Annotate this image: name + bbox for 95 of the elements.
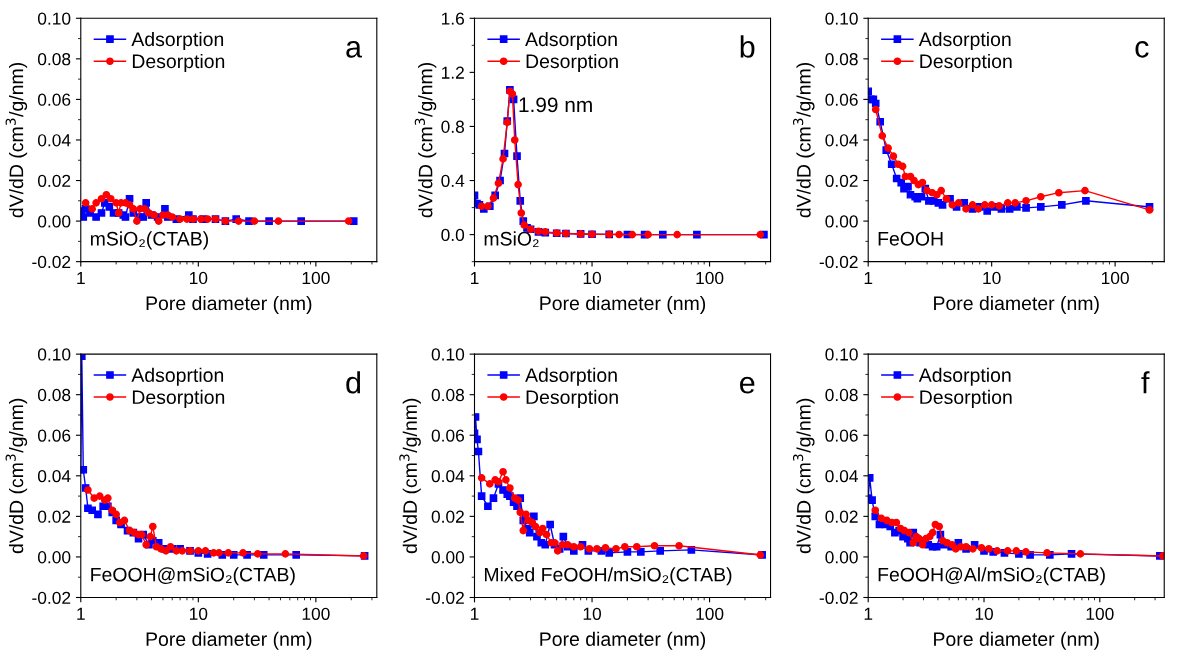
x-axis-title: Pore diameter (nm) (540, 295, 706, 315)
x-tick-label: 1 (864, 272, 873, 284)
x-axis-title: Pore diameter (nm) (146, 295, 312, 315)
y-tick-label: -0.02 (819, 255, 858, 269)
legend-label: Desorption (132, 389, 225, 408)
y-tick-label: 0.04 (431, 469, 465, 483)
y-tick-label: 0.00 (825, 551, 858, 564)
x-tick-label: 1 (471, 272, 479, 284)
x-tick-label: 1 (471, 607, 479, 620)
y-tick-label: 0.02 (825, 174, 858, 187)
y-tick-label: 0.10 (37, 348, 71, 361)
y-tick-label: 0.10 (825, 348, 858, 361)
x-tick-label: 10 (975, 607, 993, 620)
legend-label: Desorption (132, 53, 225, 73)
y-tick-label: 0.02 (825, 510, 858, 523)
annotation: FeOOH (878, 231, 943, 246)
legend-label: Adsorption (525, 31, 617, 51)
x-tick-label: 100 (1086, 607, 1114, 620)
y-tick-label: 0.00 (825, 215, 858, 228)
legend-label: Adsorption (131, 31, 224, 51)
annotation: a (346, 41, 363, 58)
x-tick-label: 1 (864, 607, 873, 620)
annotation: f (1141, 371, 1150, 394)
y-tick-label: -0.02 (32, 591, 71, 604)
x-tick-label: 10 (189, 607, 208, 620)
y-tick-label: 0.06 (431, 429, 465, 442)
y-tick-label: 0.06 (825, 429, 858, 442)
y-axis-title: dV/dD (cm$^{3}$/g/nm) (792, 63, 815, 218)
x-axis-title: Pore diameter (nm) (146, 631, 312, 650)
y-axis-title: dV/dD (cm$^{3}$/g/nm) (5, 63, 28, 218)
annotation: FeOOH@mSiO₂(CTAB) (91, 567, 295, 586)
y-tick-label: 0.0 (441, 228, 465, 242)
y-tick-label: -0.02 (425, 591, 464, 604)
y-tick-label: 0.08 (37, 53, 71, 66)
y-tick-label: 0.04 (825, 469, 858, 483)
y-tick-label: 0.10 (37, 12, 71, 25)
y-tick-label: 0.08 (37, 388, 71, 402)
y-tick-label: 0.02 (431, 510, 464, 523)
x-tick-label: 100 (696, 271, 724, 285)
legend-label: Desorption (526, 53, 618, 73)
y-tick-label: 0.04 (37, 469, 71, 483)
annotation: e (740, 376, 755, 394)
y-axis-title: dV/dD (cm$^{3}$/g/nm) (792, 398, 815, 554)
y-tick-label: 1.2 (441, 66, 464, 79)
x-tick-label: 1 (77, 607, 85, 620)
y-tick-label: 0.10 (431, 348, 465, 361)
legend-label: Desorption (920, 389, 1012, 408)
x-tick-label: 100 (302, 271, 330, 285)
y-tick-label: 0.02 (37, 174, 71, 187)
x-tick-label: 10 (189, 271, 208, 285)
y-axis-title: dV/dD (cm$^{3}$/g/nm) (399, 398, 421, 554)
legend-label: Adsorption (918, 367, 1011, 386)
y-tick-label: 0.04 (37, 134, 71, 147)
y-tick-label: 0.00 (37, 551, 71, 564)
x-tick-label: 10 (583, 271, 602, 285)
y-tick-label: 0.00 (431, 551, 465, 564)
annotation: 1.99 nm (519, 97, 592, 113)
y-tick-label: 0.08 (431, 388, 465, 402)
x-tick-label: 100 (696, 607, 724, 620)
y-tick-label: 0.00 (37, 215, 71, 228)
annotation: mSiO₂(CTAB) (90, 231, 208, 250)
y-axis-title: dV/dD (cm$^{3}$/g/nm) (5, 398, 28, 554)
x-axis-title: Pore diameter (nm) (934, 295, 1099, 315)
x-axis-title: Pore diameter (nm) (934, 631, 1099, 650)
y-tick-label: 0.10 (825, 12, 858, 25)
y-tick-label: 0.06 (37, 429, 71, 442)
y-tick-label: -0.02 (32, 255, 71, 269)
annotation: d (346, 371, 361, 394)
annotation: FeOOH@Al/mSiO₂(CTAB) (878, 567, 1105, 586)
y-tick-label: 0.08 (825, 53, 858, 66)
legend-label: Desorption (526, 389, 618, 408)
legend-label: Adsorption (525, 367, 617, 386)
legend-label: Adsorption (918, 31, 1011, 51)
x-tick-label: 1 (77, 272, 85, 284)
y-tick-label: 0.08 (825, 388, 858, 402)
annotation: mSiO₂ (484, 231, 539, 248)
y-tick-label: 0.04 (825, 134, 858, 147)
y-tick-label: 0.06 (37, 93, 71, 106)
y-tick-label: 1.6 (441, 12, 465, 25)
y-tick-label: 0.4 (441, 174, 465, 187)
x-tick-label: 100 (1101, 271, 1129, 285)
y-tick-label: 0.06 (825, 93, 858, 106)
x-tick-label: 10 (583, 607, 602, 620)
annotation: c (1135, 41, 1149, 58)
x-tick-label: 10 (983, 271, 1001, 285)
y-axis-title: dV/dD (cm$^{3}$/g/nm) (414, 63, 437, 218)
annotation: Mixed FeOOH/mSiO₂(CTAB) (484, 567, 732, 586)
x-axis-title: Pore diameter (nm) (540, 631, 706, 650)
annotation: b (740, 35, 755, 58)
y-tick-label: -0.02 (819, 591, 858, 604)
legend-label: Adsoprtion (131, 367, 224, 386)
y-tick-label: 0.02 (37, 510, 71, 523)
y-tick-label: 0.8 (441, 120, 465, 133)
x-tick-label: 100 (302, 607, 330, 620)
legend-label: Desorption (920, 53, 1012, 73)
